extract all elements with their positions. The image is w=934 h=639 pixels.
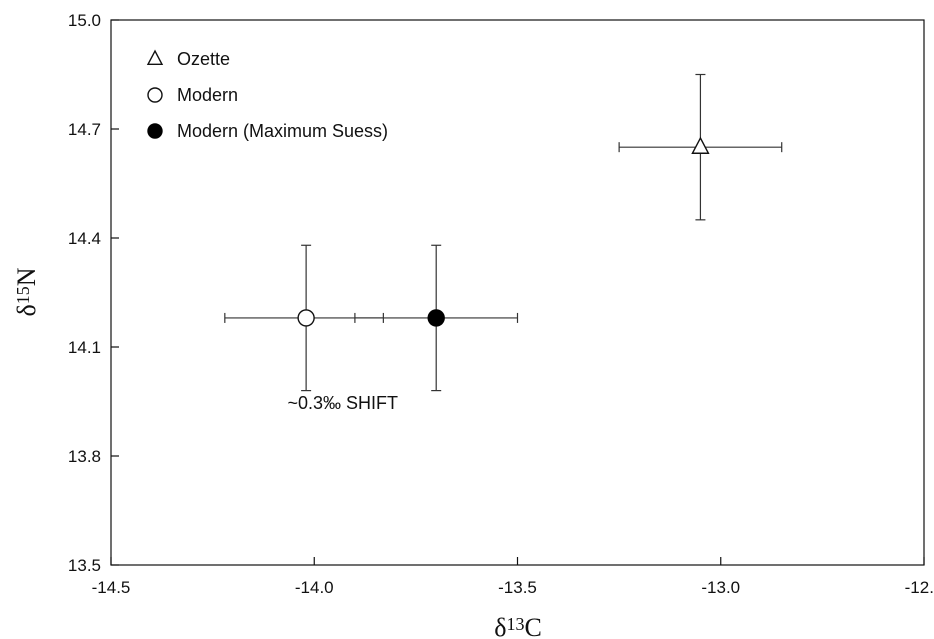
y-tick-label: 13.8	[68, 447, 101, 466]
legend-marker	[146, 49, 164, 66]
data-point	[691, 136, 710, 154]
y-tick-label: 13.5	[68, 556, 101, 575]
legend-marker	[147, 87, 163, 103]
shift-annotation: ~0.3‰ SHIFT	[287, 393, 398, 413]
x-tick-label: -13.0	[701, 578, 740, 597]
axis-ticks: -14.5 -14.0 -13.5 -13.0 -12.5 13.5 13.8 14.1 14.…	[68, 11, 934, 597]
x-axis-title-sup: 13	[506, 614, 524, 634]
data-point	[297, 309, 315, 327]
x-tick-label: -13.5	[498, 578, 537, 597]
annotations: ~0.3‰ SHIFT	[287, 393, 398, 413]
x-axis-title-suffix: C	[524, 613, 541, 639]
y-tick-label: 14.7	[68, 120, 101, 139]
x-axis-title-prefix: δ	[494, 613, 506, 639]
y-tick-label: 14.4	[68, 229, 101, 248]
data-markers	[297, 136, 710, 327]
y-axis-title-group: δ15N	[12, 267, 41, 316]
y-axis-title-sup: 15	[13, 286, 33, 304]
y-axis-title-suffix: N	[12, 267, 41, 286]
data-point	[427, 309, 445, 327]
x-axis-title: δ13C	[494, 613, 542, 639]
y-tick-label: 14.1	[68, 338, 101, 357]
legend-marker	[147, 123, 163, 139]
y-tick-label: 15.0	[68, 11, 101, 30]
x-tick-label: -14.0	[295, 578, 334, 597]
legend: Ozette Modern Modern (Maximum Suess)	[146, 49, 388, 141]
legend-label: Modern	[177, 85, 238, 105]
legend-label: Ozette	[177, 49, 230, 69]
y-axis-title: δ15N	[12, 267, 41, 316]
legend-label: Modern (Maximum Suess)	[177, 121, 388, 141]
x-tick-label: -12.5	[905, 578, 934, 597]
y-axis-title-prefix: δ	[12, 304, 41, 316]
x-tick-label: -14.5	[92, 578, 131, 597]
